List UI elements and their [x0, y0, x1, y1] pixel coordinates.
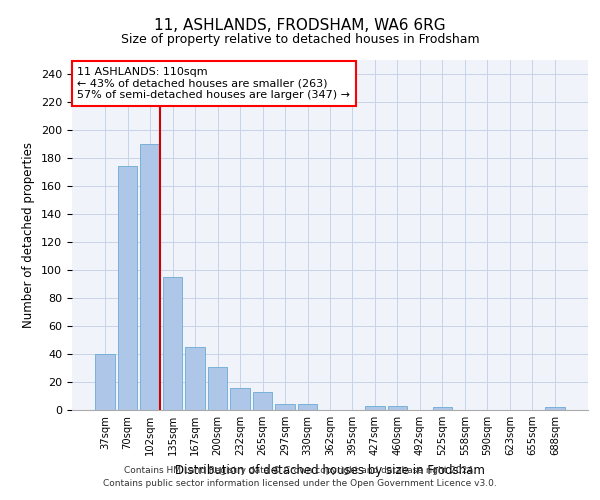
Text: 11, ASHLANDS, FRODSHAM, WA6 6RG: 11, ASHLANDS, FRODSHAM, WA6 6RG: [154, 18, 446, 32]
Bar: [298, 404, 317, 410]
Bar: [365, 406, 385, 410]
Text: 11 ASHLANDS: 110sqm
← 43% of detached houses are smaller (263)
57% of semi-detac: 11 ASHLANDS: 110sqm ← 43% of detached ho…: [77, 67, 350, 100]
Bar: [433, 407, 452, 410]
Bar: [208, 366, 227, 410]
Text: Size of property relative to detached houses in Frodsham: Size of property relative to detached ho…: [121, 32, 479, 46]
Bar: [163, 277, 182, 410]
Bar: [185, 347, 205, 410]
Bar: [140, 144, 160, 410]
Text: Contains HM Land Registry data © Crown copyright and database right 2024.
Contai: Contains HM Land Registry data © Crown c…: [103, 466, 497, 487]
Bar: [275, 404, 295, 410]
Y-axis label: Number of detached properties: Number of detached properties: [22, 142, 35, 328]
Bar: [118, 166, 137, 410]
Bar: [388, 406, 407, 410]
Bar: [230, 388, 250, 410]
X-axis label: Distribution of detached houses by size in Frodsham: Distribution of detached houses by size …: [175, 464, 485, 476]
Bar: [253, 392, 272, 410]
Bar: [545, 407, 565, 410]
Bar: [95, 354, 115, 410]
